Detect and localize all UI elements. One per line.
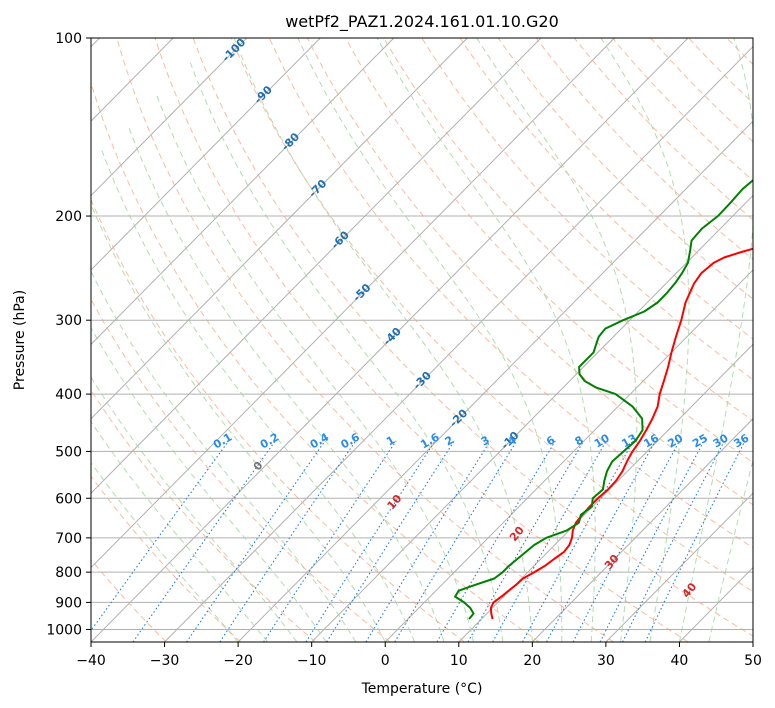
isotherm-line (164, 45, 753, 642)
x-tick-label: −40 (76, 653, 106, 669)
mixing-ratio-line (492, 440, 607, 642)
y-tick-label: 800 (55, 565, 82, 581)
dry-adiabat (230, 38, 753, 593)
dry-adiabat (535, 38, 753, 260)
y-tick-label: 100 (55, 31, 82, 47)
x-tick-label: −20 (223, 653, 253, 669)
moist-adiabat (708, 458, 753, 642)
isotherm-line (91, 38, 395, 346)
dry-adiabat (91, 198, 465, 642)
isotherm-line (91, 38, 321, 271)
mixing-ratio-lines (91, 440, 746, 642)
mixing-ratio-line (219, 440, 357, 642)
mixing-ratio-line (394, 440, 518, 642)
mixing-ratio-line (572, 440, 680, 642)
isotherm-line (91, 38, 468, 420)
x-tick-label: 0 (381, 653, 390, 669)
mixing-ratio-line (622, 440, 725, 642)
temperature-profile (489, 247, 753, 620)
moist-adiabat (233, 38, 533, 642)
x-tick-label: 30 (597, 653, 615, 669)
moist-adiabat (101, 150, 416, 642)
y-tick-label: 200 (55, 209, 82, 225)
mixing-ratio-line (132, 440, 276, 642)
isotherm-lines (91, 38, 753, 642)
x-tick-label: −10 (297, 653, 327, 669)
y-tick-label: 700 (55, 531, 82, 547)
isotherm-line (91, 38, 689, 642)
dry-adiabat (154, 38, 689, 642)
mixing-ratio-line (365, 440, 491, 642)
x-tick-label: 10 (450, 653, 468, 669)
sounding-profiles (454, 179, 753, 620)
isotherm-line (237, 120, 753, 642)
y-axis-title: Pressure (hPa) (12, 290, 28, 390)
mixing-ratio-line (186, 440, 326, 642)
y-tick-label: 600 (55, 491, 82, 507)
dry-adiabat (383, 38, 753, 422)
dry-adiabat (116, 38, 614, 642)
dry-adiabat (650, 38, 753, 143)
mixing-ratio-line (644, 440, 746, 642)
dry-adiabat (91, 81, 540, 642)
mixing-ratio-line (91, 440, 230, 632)
y-tick-label: 400 (55, 387, 82, 403)
moist-adiabat (476, 38, 638, 642)
mixing-ratio-line (436, 440, 556, 642)
dry-adiabat (268, 38, 753, 549)
isotherm-line (91, 38, 615, 569)
x-axis-title: Temperature (°C) (361, 681, 483, 697)
isotherm-line (384, 269, 753, 642)
x-tick-label: 20 (523, 653, 541, 669)
dry-adiabat (91, 298, 391, 642)
x-tick-label: 40 (671, 653, 689, 669)
mixing-ratio-line (599, 440, 705, 642)
y-tick-label: 300 (55, 313, 82, 329)
moist-adiabat (91, 203, 386, 642)
dry-adiabat (91, 475, 242, 642)
isotherm-line (91, 38, 248, 197)
chart-title: wetPf2_PAZ1.2024.161.01.10.G20 (285, 12, 559, 32)
dry-adiabat (421, 38, 753, 381)
y-tick-label: 500 (55, 444, 82, 460)
y-tick-label: 900 (55, 595, 82, 611)
moist-adiabat (600, 38, 690, 642)
moist-adiabat (376, 38, 596, 642)
moist-adiabat (678, 38, 753, 642)
dry-adiabat-lines (91, 38, 753, 642)
x-tick-label: 50 (744, 653, 762, 669)
isotherm-line (311, 194, 753, 642)
dewpoint-profile (454, 179, 753, 620)
moist-adiabat (127, 124, 445, 642)
plot-frame (90, 37, 754, 643)
moist-adiabat (297, 38, 563, 642)
isotherm-line (605, 492, 753, 642)
moist-adiabat (91, 420, 268, 642)
mixing-ratio-line (263, 440, 397, 642)
mixing-ratio-line (467, 440, 585, 642)
dry-adiabat (345, 38, 753, 464)
x-tick-label: −30 (150, 653, 180, 669)
pressure-gridlines (91, 38, 753, 630)
axis-ticks: −40 −30 −20 −10 0 10 20 30 40 50 100 200 300 400 500 60… (46, 31, 762, 669)
moist-adiabat (91, 270, 357, 642)
dry-adiabat (497, 38, 753, 300)
moist-adiabat (91, 326, 327, 642)
moist-adiabat (91, 461, 239, 642)
dry-adiabat (192, 38, 753, 637)
isotherm-line (531, 418, 753, 642)
isotherm-line (91, 38, 542, 494)
y-tick-label: 1000 (46, 622, 82, 638)
isotherm-line (458, 343, 753, 642)
